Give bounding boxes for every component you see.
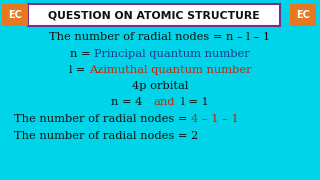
FancyBboxPatch shape xyxy=(28,4,280,26)
Text: =: = xyxy=(72,65,89,75)
Text: 4 – 1 – 1: 4 – 1 – 1 xyxy=(191,114,239,124)
Text: 4p orbital: 4p orbital xyxy=(132,81,188,91)
Text: The number of radial nodes = n – l – 1: The number of radial nodes = n – l – 1 xyxy=(49,32,271,42)
Text: and: and xyxy=(153,97,174,107)
Text: l = 1: l = 1 xyxy=(174,97,209,107)
Text: The number of radial nodes =: The number of radial nodes = xyxy=(14,114,191,124)
Text: EC: EC xyxy=(296,10,310,20)
FancyBboxPatch shape xyxy=(2,4,28,26)
Text: Azimuthal quantum number: Azimuthal quantum number xyxy=(89,65,252,75)
Text: EC: EC xyxy=(8,10,22,20)
Text: QUESTION ON ATOMIC STRUCTURE: QUESTION ON ATOMIC STRUCTURE xyxy=(48,10,260,20)
FancyBboxPatch shape xyxy=(290,4,316,26)
Text: Principal quantum number: Principal quantum number xyxy=(94,49,250,59)
Text: l: l xyxy=(68,65,72,75)
Text: n = 4: n = 4 xyxy=(111,97,153,107)
Text: The number of radial nodes = 2: The number of radial nodes = 2 xyxy=(14,131,198,141)
Text: n =: n = xyxy=(70,49,94,59)
